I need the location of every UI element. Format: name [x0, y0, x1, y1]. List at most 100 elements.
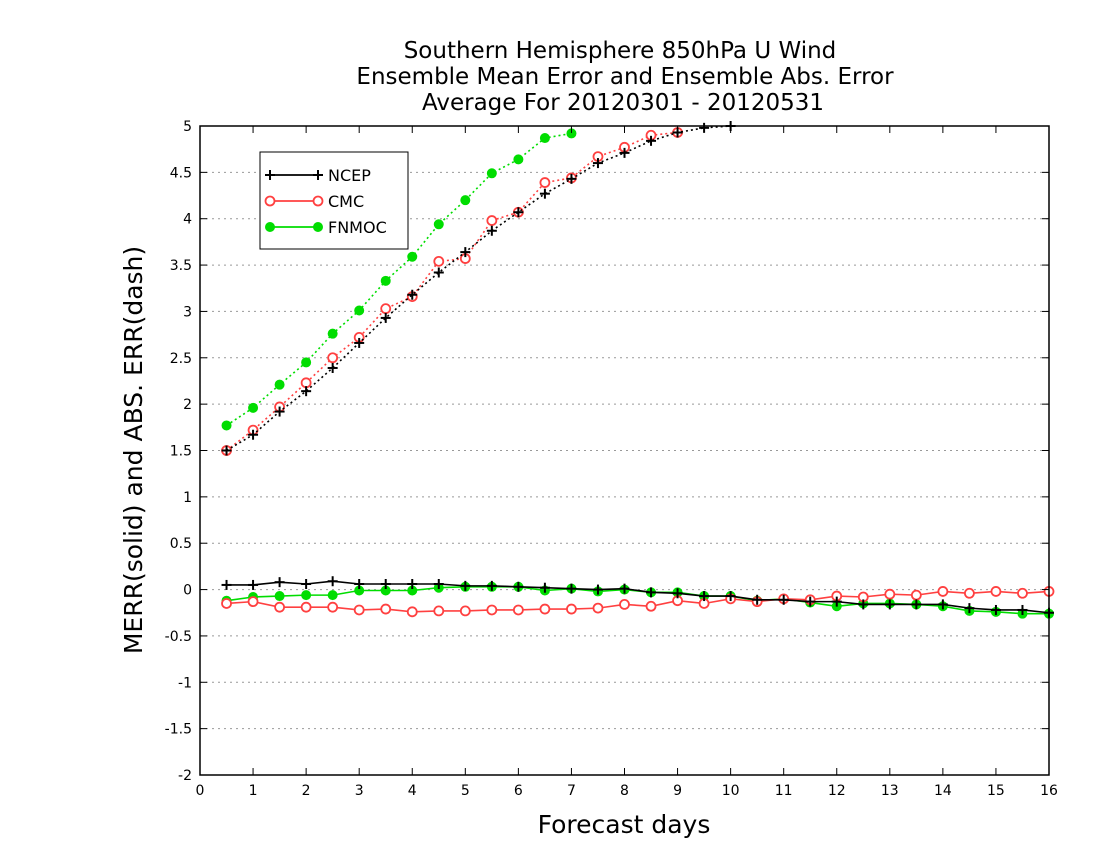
- abs-error-line-ncep: [226, 125, 731, 452]
- mean-error-point-ncep: [380, 579, 391, 590]
- abs-error-point-ncep: [566, 173, 577, 184]
- mean-error-point-fnmoc: [327, 590, 338, 601]
- abs-error-point-fnmoc: [380, 275, 391, 286]
- abs-error-point-fnmoc: [539, 133, 550, 144]
- mean-error-point-cmc: [327, 601, 339, 613]
- legend: NCEP CMC FNMOC: [259, 151, 409, 250]
- x-tick-label: 7: [567, 783, 576, 799]
- abs-error-point-fnmoc: [486, 168, 497, 179]
- abs-error-point-ncep: [646, 135, 657, 146]
- abs-error-point-fnmoc: [221, 420, 232, 431]
- abs-error-point-fnmoc: [354, 305, 365, 316]
- mean-error-point-ncep: [831, 596, 842, 607]
- x-tick-label: 5: [461, 783, 470, 799]
- abs-error-line-cmc: [226, 131, 678, 452]
- mean-error-point-ncep: [460, 580, 471, 591]
- mean-error-point-ncep: [301, 579, 312, 590]
- abs-error-point-cmc: [433, 255, 445, 267]
- abs-error-point-fnmoc: [460, 195, 471, 206]
- series-layer: [221, 121, 1055, 619]
- abs-error-point-fnmoc: [301, 357, 312, 368]
- mean-error-point-cmc: [433, 605, 445, 617]
- abs-error-point-fnmoc: [327, 328, 338, 339]
- mean-error-point-ncep: [274, 577, 285, 588]
- x-tick-label: 16: [1040, 783, 1058, 799]
- x-tick-label: 9: [673, 783, 682, 799]
- x-tick-label: 10: [722, 783, 740, 799]
- y-tick-label: -0.5: [165, 629, 192, 645]
- mean-error-point-ncep: [699, 591, 710, 602]
- mean-error-point-cmc: [512, 604, 524, 616]
- legend-marker-cmc: [312, 195, 324, 207]
- y-tick-label: 4: [183, 212, 192, 228]
- mean-error-point-cmc: [964, 587, 975, 599]
- abs-error-point-cmc: [300, 377, 312, 389]
- abs-error-point-cmc: [380, 303, 392, 315]
- y-tick-label: 2: [183, 397, 192, 413]
- mean-error-point-cmc: [884, 588, 896, 600]
- legend-marker-ncep: [265, 170, 275, 180]
- x-tick-labels: 0 1 2 3 4 5 6 7 8 9 10 11 12 13 14 15 16: [196, 783, 1058, 799]
- abs-error-point-ncep: [221, 445, 232, 456]
- mean-error-point-cmc: [247, 596, 259, 608]
- abs-error-point-ncep: [513, 207, 524, 218]
- mean-error-point-ncep: [433, 579, 444, 590]
- mean-error-point-ncep: [407, 579, 418, 590]
- x-tick-label: 13: [881, 783, 899, 799]
- y-tick-label: 4.5: [170, 165, 192, 181]
- abs-error-point-ncep: [619, 147, 630, 158]
- x-tick-label: 8: [620, 783, 629, 799]
- mean-error-point-ncep: [486, 580, 497, 591]
- abs-error-point-ncep: [301, 386, 312, 397]
- x-tick-label: 12: [828, 783, 846, 799]
- y-tick-label: -2: [178, 768, 192, 784]
- abs-error-point-ncep: [248, 429, 259, 440]
- mean-error-point-ncep: [778, 594, 789, 605]
- y-tick-labels: 5 4.5 4 3.5 3 2.5 2 1.5 1 0.5 0 -0.5 -1 -1.5 -2: [165, 119, 192, 784]
- mean-error-point-cmc: [910, 589, 922, 601]
- y-tick-label: -1.5: [165, 722, 192, 738]
- legend-label-ncep: NCEP: [328, 166, 371, 185]
- abs-error-point-ncep: [699, 122, 710, 133]
- abs-error-point-ncep: [592, 158, 603, 169]
- y-tick-label: 0.5: [170, 536, 192, 552]
- mean-error-point-fnmoc: [301, 590, 312, 601]
- y-tick-label: 1: [183, 490, 192, 506]
- abs-error-point-cmc: [327, 352, 339, 364]
- mean-error-point-ncep: [221, 579, 232, 590]
- mean-error-point-cmc: [459, 605, 471, 617]
- y-tick-label: 0: [183, 583, 192, 599]
- y-tick-label: 1.5: [170, 444, 192, 460]
- legend-item-cmc: CMC: [264, 192, 364, 211]
- mean-error-point-ncep: [248, 579, 259, 590]
- mean-error-point-ncep: [566, 583, 577, 594]
- mean-error-point-ncep: [327, 576, 338, 587]
- mean-error-point-ncep: [937, 599, 948, 610]
- mean-error-point-cmc: [619, 599, 630, 610]
- x-tick-label: 14: [934, 783, 952, 799]
- mean-error-point-ncep: [539, 582, 550, 593]
- abs-error-point-ncep: [433, 267, 444, 278]
- mean-error-point-cmc: [539, 603, 551, 615]
- mean-error-point-ncep: [884, 599, 895, 610]
- mean-error-line-ncep: [226, 580, 1050, 614]
- abs-error-point-fnmoc: [513, 154, 524, 165]
- x-tick-label: 11: [775, 783, 793, 799]
- gridlines: [200, 171, 1049, 730]
- y-tick-label: 5: [183, 119, 192, 135]
- mean-error-point-ncep: [646, 587, 657, 598]
- mean-error-point-ncep: [858, 599, 869, 610]
- mean-error-point-cmc: [300, 601, 312, 613]
- axis-ticks: [199, 125, 1050, 776]
- abs-error-point-cmc: [539, 177, 551, 188]
- legend-item-fnmoc: FNMOC: [265, 218, 387, 237]
- abs-error-point-ncep: [327, 362, 338, 373]
- x-tick-label: 2: [302, 783, 311, 799]
- legend-marker-cmc: [264, 195, 276, 207]
- y-axis-label: MERR(solid) and ABS. ERR(dash): [119, 246, 148, 654]
- mean-error-point-ncep: [513, 581, 524, 592]
- series-ncep: [221, 121, 1054, 618]
- y-tick-label: -1: [178, 675, 192, 691]
- mean-error-line-cmc: [226, 590, 1050, 613]
